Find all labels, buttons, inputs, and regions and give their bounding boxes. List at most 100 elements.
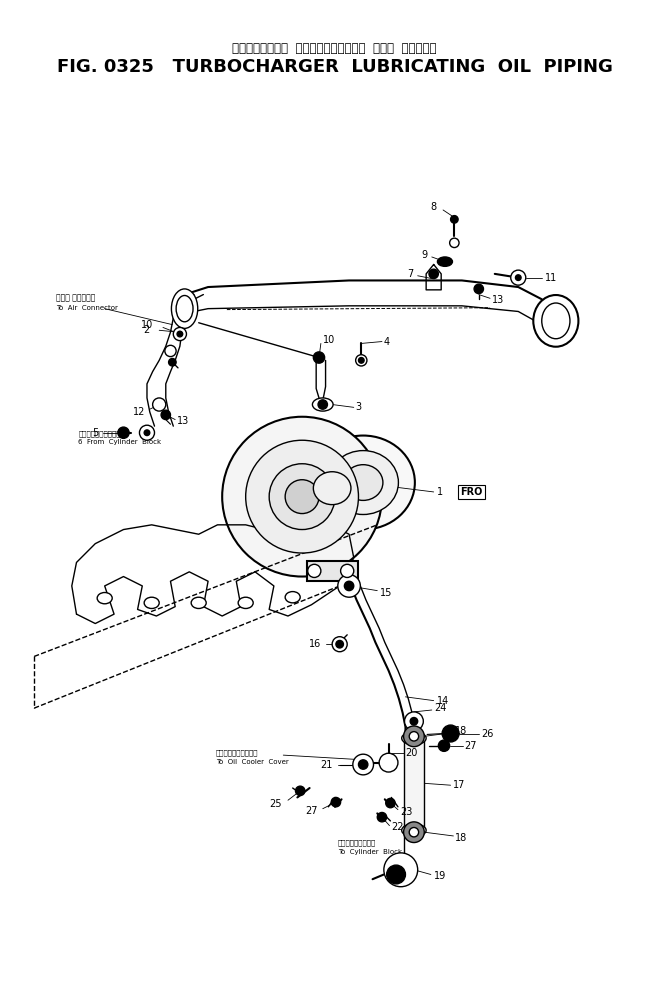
Text: 5: 5 <box>92 428 98 438</box>
Circle shape <box>409 732 419 741</box>
Text: FIG. 0325   TURBOCHARGER  LUBRICATING  OIL  PIPING: FIG. 0325 TURBOCHARGER LUBRICATING OIL P… <box>57 58 612 76</box>
Text: 3: 3 <box>356 403 362 412</box>
Ellipse shape <box>176 296 193 322</box>
Ellipse shape <box>542 303 570 339</box>
Text: To  Oil  Cooler  Cover: To Oil Cooler Cover <box>215 759 288 765</box>
Circle shape <box>403 822 424 843</box>
Text: 7: 7 <box>407 269 413 279</box>
Circle shape <box>246 440 359 553</box>
Circle shape <box>336 640 343 648</box>
Ellipse shape <box>313 471 351 505</box>
Circle shape <box>438 740 450 751</box>
Text: To  Air  Connector: To Air Connector <box>56 305 118 311</box>
Circle shape <box>409 828 419 837</box>
Text: 17: 17 <box>454 781 466 791</box>
Circle shape <box>377 812 387 822</box>
Ellipse shape <box>144 597 159 609</box>
Circle shape <box>353 754 373 775</box>
Text: 1: 1 <box>436 487 443 497</box>
Text: 10: 10 <box>141 319 154 330</box>
Text: ターボチャージャ  ルービリケーティング  オイル  バイピング: ターボチャージャ ルービリケーティング オイル バイピング <box>232 41 437 55</box>
Circle shape <box>387 865 405 884</box>
Circle shape <box>177 331 183 337</box>
Text: 21: 21 <box>320 759 333 770</box>
Ellipse shape <box>343 464 383 501</box>
Ellipse shape <box>312 436 415 529</box>
Ellipse shape <box>191 597 206 609</box>
Circle shape <box>169 358 176 366</box>
Bar <box>307 561 359 581</box>
Circle shape <box>410 718 417 725</box>
Circle shape <box>429 269 438 279</box>
Text: 27: 27 <box>306 805 318 816</box>
Circle shape <box>332 636 347 652</box>
Text: FRO: FRO <box>460 487 482 497</box>
Text: 4: 4 <box>384 337 390 347</box>
Text: 2: 2 <box>144 325 150 335</box>
Circle shape <box>222 416 382 576</box>
Ellipse shape <box>97 592 112 604</box>
Ellipse shape <box>401 824 426 837</box>
Text: 23: 23 <box>400 806 412 816</box>
Text: 27: 27 <box>465 740 477 750</box>
Text: 24: 24 <box>435 703 447 713</box>
Text: 16: 16 <box>308 639 321 649</box>
Text: オイルクーラカバーへ: オイルクーラカバーへ <box>215 749 258 756</box>
Text: シリンダブロックへ: シリンダブロックへ <box>338 840 376 846</box>
Text: 13: 13 <box>177 416 189 426</box>
Circle shape <box>451 216 458 223</box>
Text: 26: 26 <box>482 729 494 738</box>
Circle shape <box>285 480 319 514</box>
Circle shape <box>450 239 459 247</box>
Text: 18: 18 <box>456 726 468 736</box>
Text: 22: 22 <box>391 823 404 833</box>
Circle shape <box>144 430 150 436</box>
Text: 19: 19 <box>434 871 446 882</box>
Text: 18: 18 <box>456 833 468 843</box>
Circle shape <box>269 464 335 529</box>
Text: 8: 8 <box>430 202 436 212</box>
Circle shape <box>515 275 521 281</box>
Ellipse shape <box>238 597 253 609</box>
Circle shape <box>403 726 424 746</box>
Text: シリンダブロックから: シリンダブロックから <box>78 430 121 437</box>
Circle shape <box>356 355 367 366</box>
Text: To  Cylinder  Block: To Cylinder Block <box>338 849 402 855</box>
Text: 6  From  Cylinder  Block: 6 From Cylinder Block <box>78 439 161 445</box>
Circle shape <box>384 853 417 887</box>
Ellipse shape <box>285 591 300 603</box>
Circle shape <box>510 270 526 285</box>
Text: 20: 20 <box>405 748 418 758</box>
Circle shape <box>173 327 187 341</box>
Text: 25: 25 <box>269 799 282 809</box>
Ellipse shape <box>533 295 579 347</box>
Circle shape <box>359 760 368 769</box>
Text: 9: 9 <box>421 250 427 260</box>
Circle shape <box>308 565 321 577</box>
Text: 11: 11 <box>545 273 557 283</box>
Text: 13: 13 <box>492 296 504 305</box>
Circle shape <box>165 346 176 356</box>
Circle shape <box>118 427 129 438</box>
Circle shape <box>345 581 354 590</box>
Circle shape <box>405 712 423 731</box>
Circle shape <box>139 425 155 440</box>
Ellipse shape <box>328 451 399 515</box>
Ellipse shape <box>171 289 198 328</box>
Text: 15: 15 <box>380 587 393 597</box>
Circle shape <box>386 798 395 808</box>
Text: エアー コネクタへ: エアー コネクタへ <box>56 293 95 302</box>
Circle shape <box>331 797 341 807</box>
Circle shape <box>442 725 459 742</box>
Ellipse shape <box>438 257 452 266</box>
Text: 12: 12 <box>132 408 145 417</box>
Text: 10: 10 <box>322 335 335 345</box>
Circle shape <box>338 574 361 597</box>
Bar <box>403 738 424 831</box>
Circle shape <box>341 565 354 577</box>
Ellipse shape <box>401 732 426 744</box>
Circle shape <box>296 787 305 795</box>
Ellipse shape <box>312 398 333 411</box>
Circle shape <box>474 284 484 294</box>
Circle shape <box>161 410 171 419</box>
